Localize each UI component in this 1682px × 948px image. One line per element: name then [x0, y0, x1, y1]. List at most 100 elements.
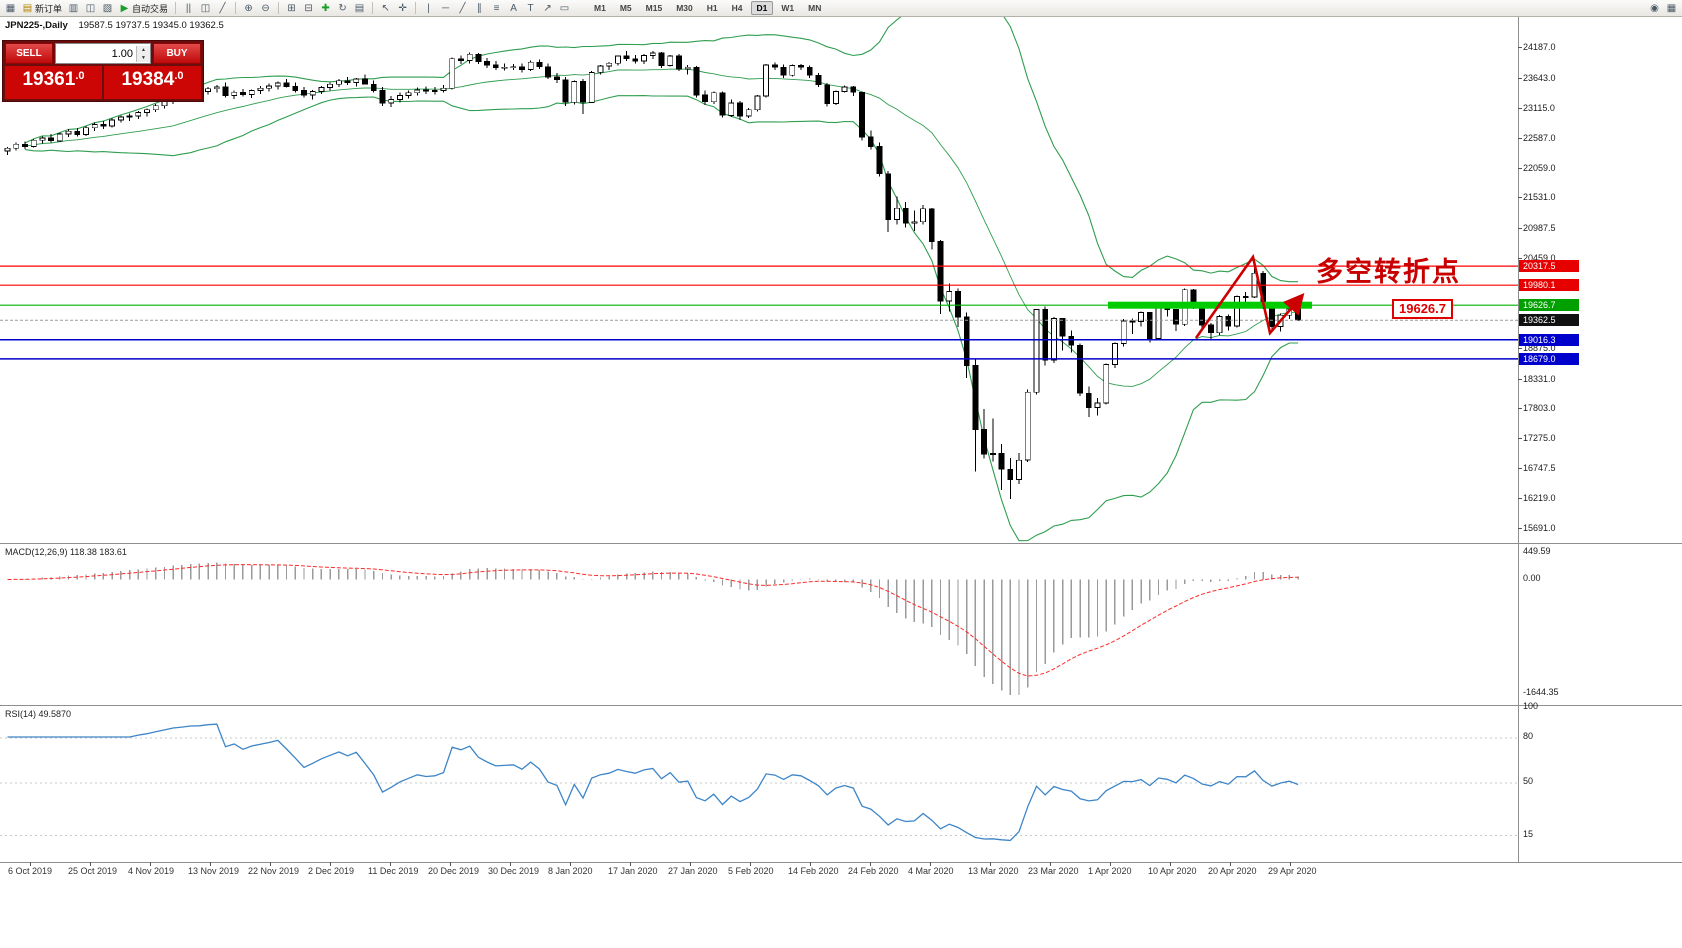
auto-trading-button[interactable]: ▶ 自动交易 — [116, 0, 171, 17]
sell-button[interactable]: SELL — [5, 43, 53, 64]
thick-support-segment[interactable] — [1108, 301, 1312, 309]
chart-window-icon[interactable]: ▦ — [2, 0, 19, 17]
rsi-line — [7, 723, 1299, 842]
time-axis-tick — [1170, 862, 1171, 866]
fibonacci-icon[interactable]: ≡ — [488, 0, 505, 17]
zigzag-arrow-annotation[interactable] — [1194, 253, 1305, 339]
macd-panel-divider[interactable] — [0, 543, 1682, 544]
zoom-out-icon[interactable]: ⊖ — [257, 0, 274, 17]
price-digits: 19361 — [22, 69, 76, 90]
price-tick-label: 18331.0 — [1523, 374, 1556, 384]
price-level-badge: 19362.5 — [1519, 314, 1579, 326]
macd-panel[interactable] — [0, 544, 1518, 704]
channel-icon[interactable]: ∥ — [471, 0, 488, 17]
bar-chart-icon: || — [185, 2, 192, 14]
price-digits: 19384 — [121, 69, 175, 90]
toolbar-separator — [415, 2, 417, 14]
price-tick-label: 20987.5 — [1523, 223, 1556, 233]
main-toolbar: ▦ ▤ 新订单 ▥ ◫ ▧ ▶ 自动交易 || ◫ ╱ ⊕ ⊖ ⊞ ⊟ ✚ ↻ ▤ ↖ ✛ | ─ ╱ ∥ ≡ A T ↗ ▭ M1 M5 M… — [0, 0, 1682, 17]
price-level-badge: 19016.3 — [1519, 334, 1579, 346]
tile-windows-icon[interactable]: ⊞ — [283, 0, 300, 17]
timeframe-h1[interactable]: H1 — [706, 3, 718, 13]
time-axis-label: 23 Mar 2020 — [1028, 866, 1079, 876]
price-tick-mark — [1518, 528, 1522, 529]
time-axis-tick — [1110, 862, 1111, 866]
timeframe-d1[interactable]: D1 — [750, 1, 774, 15]
toolbar-separator — [235, 2, 237, 14]
new-chart-icon[interactable]: ▦ — [1666, 2, 1677, 14]
rsi-panel-divider[interactable] — [0, 705, 1682, 706]
timeframe-w1[interactable]: W1 — [781, 3, 795, 13]
arrows-icon[interactable]: ↗ — [539, 0, 556, 17]
time-axis-tick — [870, 862, 871, 866]
text-icon: A — [510, 2, 517, 14]
macd-scale-label: -1644.35 — [1523, 687, 1559, 697]
auto-trading-button-label: 自动交易 — [132, 3, 169, 14]
zoom-in-icon: ⊕ — [244, 2, 253, 14]
new-order-button-label: 新订单 — [35, 3, 63, 14]
label-icon[interactable]: T — [522, 0, 539, 17]
navigator-icon[interactable]: ▧ — [99, 0, 116, 17]
vertical-line-icon[interactable]: | — [420, 0, 437, 17]
price-tick-mark — [1518, 348, 1522, 349]
line-chart-icon[interactable]: ╱ — [214, 0, 231, 17]
time-axis-tick — [750, 862, 751, 866]
time-axis-label: 13 Nov 2019 — [188, 866, 240, 876]
sell-price[interactable]: 19361.0 — [5, 66, 102, 99]
timeframe-m1[interactable]: M1 — [594, 3, 606, 13]
new-order-button[interactable]: ▤ 新订单 — [19, 0, 65, 17]
timeframe-m15[interactable]: M15 — [645, 3, 663, 13]
time-axis-label: 13 Mar 2020 — [968, 866, 1019, 876]
main-chart[interactable] — [0, 17, 1518, 542]
text-icon[interactable]: A — [505, 0, 522, 17]
vertical-line-icon: | — [427, 2, 430, 14]
bar-chart-icon[interactable]: || — [180, 0, 197, 17]
price-tick-mark — [1518, 379, 1522, 380]
cascade-windows-icon[interactable]: ⊟ — [300, 0, 317, 17]
profiles-icon[interactable]: ▥ — [65, 0, 82, 17]
search-icon[interactable]: ◉ — [1650, 2, 1659, 14]
price-tick-mark — [1518, 47, 1522, 48]
price-tick-mark — [1518, 498, 1522, 499]
trendline-icon[interactable]: ╱ — [454, 0, 471, 17]
periods-icon[interactable]: ↻ — [334, 0, 351, 17]
timeframe-m30[interactable]: M30 — [676, 3, 693, 13]
volume-stepper: ▲ ▼ — [55, 43, 151, 64]
timeframe-mn[interactable]: MN — [808, 3, 822, 13]
timeframe-h4[interactable]: H4 — [731, 3, 743, 13]
time-axis-label: 24 Feb 2020 — [848, 866, 899, 876]
indicators-icon[interactable]: ✚ — [317, 0, 334, 17]
label-icon: T — [527, 2, 534, 14]
data-window-icon[interactable]: ◫ — [82, 0, 99, 17]
shapes-icon[interactable]: ▭ — [556, 0, 573, 17]
buy-button[interactable]: BUY — [153, 43, 201, 64]
time-axis-label: 11 Dec 2019 — [368, 866, 419, 876]
zoom-in-icon[interactable]: ⊕ — [240, 0, 257, 17]
rsi-panel[interactable] — [0, 706, 1518, 861]
auto-trading-button: ▶ — [120, 2, 129, 14]
time-axis-label: 22 Nov 2019 — [248, 866, 300, 876]
candlestick-icon[interactable]: ◫ — [197, 0, 214, 17]
toolbar-separator — [175, 2, 177, 14]
horizontal-line-icon[interactable]: ─ — [437, 0, 454, 17]
timeframe-m5[interactable]: M5 — [619, 3, 632, 13]
price-tick-label: 15691.0 — [1523, 523, 1556, 533]
templates-icon[interactable]: ▤ — [351, 0, 368, 17]
time-axis-tick — [30, 862, 31, 866]
volume-up-icon[interactable]: ▲ — [137, 45, 150, 54]
time-axis-label: 17 Jan 2020 — [608, 866, 658, 876]
cursor-icon[interactable]: ↖ — [377, 0, 394, 17]
buy-price[interactable]: 19384.0 — [104, 66, 201, 99]
time-axis-label: 29 Apr 2020 — [1268, 866, 1317, 876]
rsi-scale-label: 15 — [1523, 829, 1534, 839]
crosshair-icon[interactable]: ✛ — [394, 0, 411, 17]
indicators-icon: ✚ — [321, 2, 330, 14]
price-tick-mark — [1518, 258, 1522, 259]
price-tick-label: 17275.0 — [1523, 433, 1556, 443]
volume-input[interactable] — [56, 46, 136, 61]
time-axis-label: 4 Mar 2020 — [908, 866, 954, 876]
chart-window-icon: ▦ — [5, 2, 16, 14]
price-tick-mark — [1518, 468, 1522, 469]
periods-icon: ↻ — [338, 2, 347, 14]
volume-down-icon[interactable]: ▼ — [137, 53, 150, 62]
